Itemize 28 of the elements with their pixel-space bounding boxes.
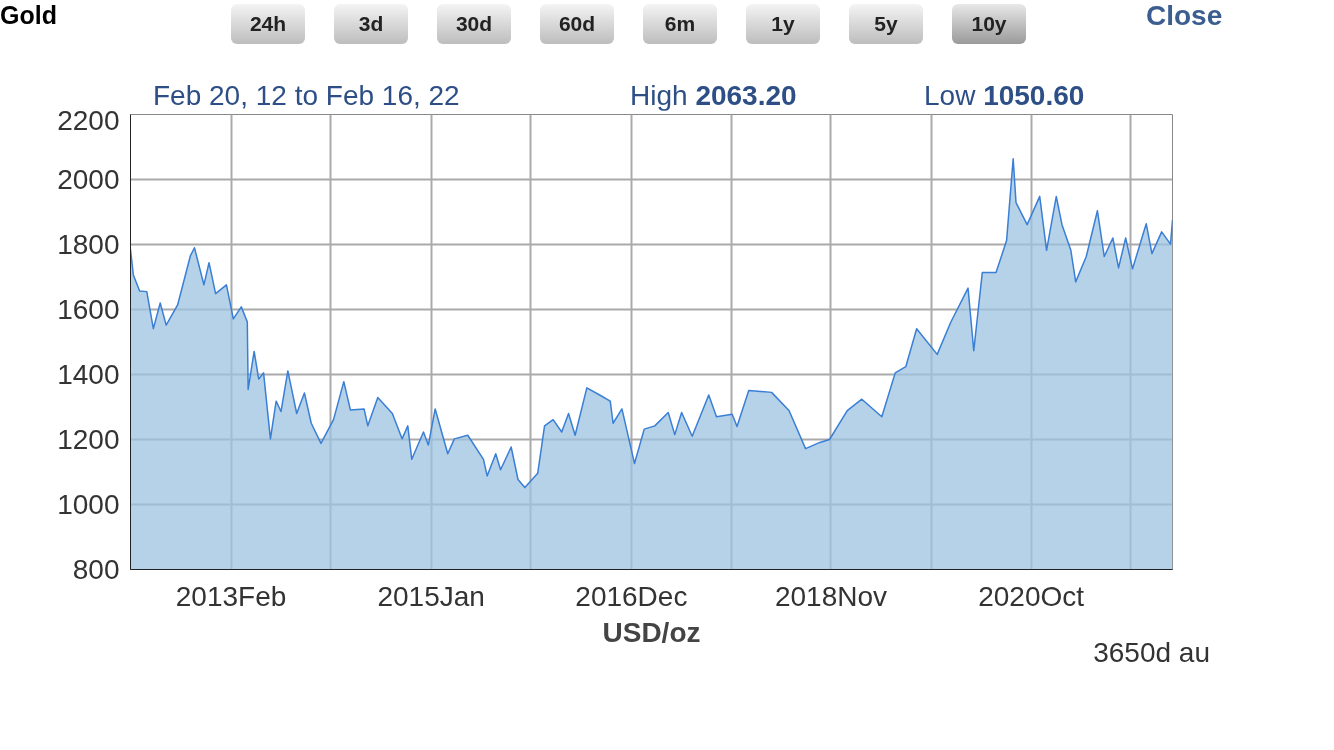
y-tick-label: 2000 bbox=[57, 164, 120, 195]
chart-subtitle: Feb 20, 12 to Feb 16, 22 bbox=[153, 79, 460, 113]
y-tick-label: 1200 bbox=[57, 424, 120, 455]
text: 6m bbox=[643, 4, 717, 44]
y-tick-label: 1400 bbox=[57, 359, 120, 390]
text: 3650d au bbox=[1093, 637, 1210, 668]
x-tick-label: 2013Feb bbox=[175, 580, 287, 612]
text: 24h bbox=[231, 4, 305, 44]
x-tick-label: 2015Jan bbox=[377, 580, 485, 612]
text: 1y bbox=[746, 4, 820, 44]
text: Low 1050.60 bbox=[924, 79, 1085, 113]
y-tick-label: 2200 bbox=[57, 104, 120, 136]
text: 60d bbox=[540, 4, 614, 44]
text: 5y bbox=[849, 4, 923, 44]
y-tick-label: 800 bbox=[72, 554, 120, 585]
y-tick-label: 1600 bbox=[57, 294, 120, 325]
x-tick-label: 2016Dec bbox=[575, 580, 688, 612]
chart-title: Gold bbox=[0, 0, 57, 31]
text: Close bbox=[1146, 0, 1223, 33]
x-tick-label: 2020Oct bbox=[978, 580, 1085, 612]
x-axis-title: USD/oz bbox=[602, 616, 701, 648]
y-tick-label: 1000 bbox=[57, 489, 120, 520]
text: 10y bbox=[952, 4, 1026, 44]
text: 3d bbox=[334, 4, 408, 44]
text: High 2063.20 bbox=[630, 79, 797, 113]
y-tick-label: 1800 bbox=[57, 229, 120, 260]
text: 30d bbox=[437, 4, 511, 44]
x-tick-label: 2018Nov bbox=[774, 580, 888, 612]
